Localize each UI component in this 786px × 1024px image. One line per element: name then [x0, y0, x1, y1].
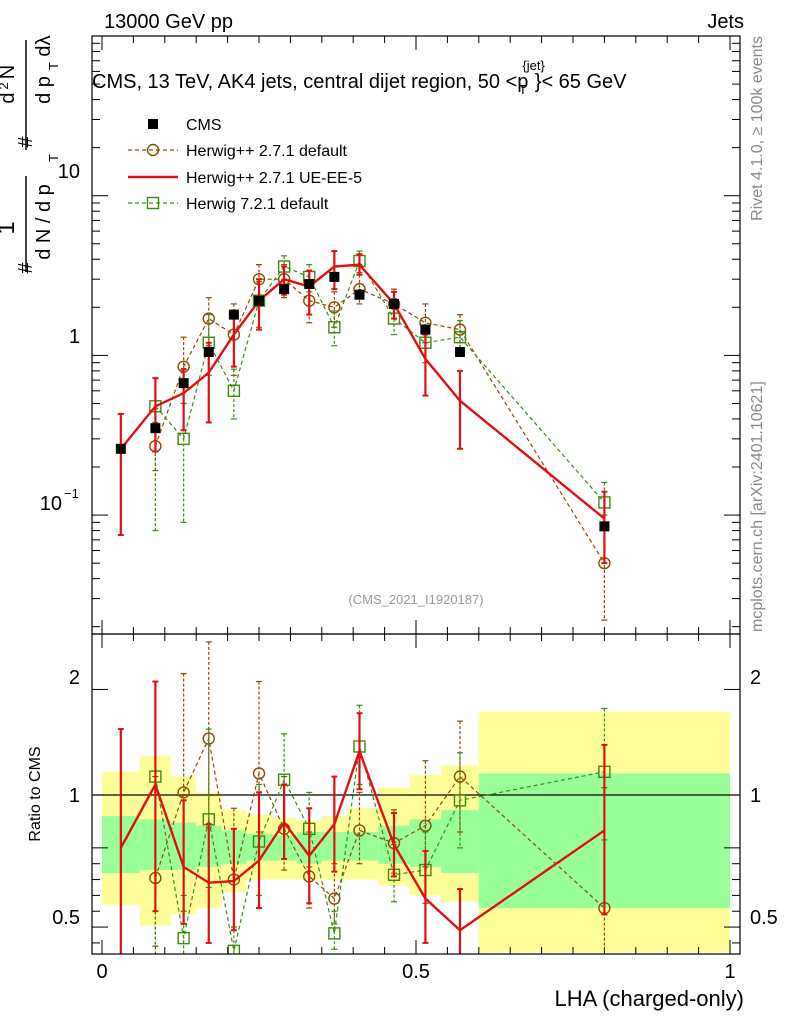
- ratio-point-herwig7-12: [453, 794, 467, 807]
- main-point-cms-9: [354, 289, 365, 300]
- main-y-axis-label: # 1 d N / d p T # d 2 N d p T dλ: [0, 35, 61, 273]
- ratio-panel-frame: [91, 633, 741, 955]
- main-point-herwig-default-12: [453, 323, 467, 336]
- x-axis-label: LHA (charged-only): [554, 986, 744, 1011]
- main-point-cms-5: [254, 295, 264, 306]
- svg-text:dλ: dλ: [33, 35, 55, 56]
- legend-label-herwig-ue: Herwig++ 2.7.1 UE-EE-5: [186, 170, 362, 187]
- main-point-herwig7-4: [227, 384, 241, 398]
- ratio-point-herwig-default-8: [328, 892, 341, 905]
- main-point-cms-4: [228, 309, 239, 320]
- ratio-point-herwig-default-5: [252, 767, 266, 780]
- svg-text:1: 1: [0, 221, 20, 234]
- side-label-bottom: mcplots.cern.ch [arXiv:2401.10621]: [749, 381, 766, 632]
- side-label-top: Rivet 4.1.0, ≥ 100k events: [749, 36, 766, 221]
- ratio-y-tick-1-left: 1: [69, 785, 80, 807]
- main-point-herwig7-12: [453, 330, 467, 344]
- main-point-herwig7-8: [328, 321, 341, 334]
- ratio-y-tick-2-left: 2: [69, 667, 80, 689]
- ratio-y-tick-2-right: 2: [750, 667, 761, 689]
- legend-marker-herwig-default: [146, 143, 160, 157]
- ratio-y-tick-0.5-left: 0.5: [52, 907, 80, 929]
- main-point-cms-13: [599, 521, 610, 532]
- svg-text:T: T: [46, 62, 61, 70]
- svg-text:d: d: [0, 92, 19, 103]
- svg-text:N: N: [0, 65, 19, 79]
- svg-text:2: 2: [0, 82, 11, 89]
- main-point-cms-2: [178, 378, 189, 389]
- main-point-herwig7-2: [177, 432, 190, 446]
- ratio-y-tick-0.5-right: 0.5: [750, 907, 778, 929]
- ratio-y-axis-label: Ratio to CMS: [27, 746, 44, 841]
- legend-label-cms: CMS: [186, 117, 222, 134]
- analysis-watermark: (CMS_2021_I1920187): [348, 592, 483, 607]
- ratio-y-tick-1-right: 1: [750, 785, 761, 807]
- legend: CMS Herwig++ 2.7.1 default Herwig++ 2.7.…: [128, 117, 362, 213]
- legend-marker-cms: [148, 119, 158, 129]
- svg-text:T: T: [46, 154, 61, 162]
- chart-title: CMS, 13 TeV, AK4 jets, central dijet reg…: [92, 58, 627, 97]
- main-point-cms-0: [115, 443, 126, 454]
- ratio-point-herwig7-4: [227, 944, 241, 954]
- axis-ticks: [92, 36, 740, 954]
- main-point-cms-8: [329, 271, 340, 282]
- legend-label-herwig7: Herwig 7.2.1 default: [186, 196, 329, 213]
- y-tick-label-0.1: 10: [40, 493, 62, 515]
- ratio-point-herwig-default-9: [353, 824, 366, 837]
- main-point-cms-3: [203, 346, 214, 357]
- main-point-cms-7: [304, 278, 315, 289]
- main-line-herwig-default: [154, 278, 605, 564]
- ratio-point-herwig-default-11: [419, 819, 432, 832]
- tick-labels: 10 1 10 −1 2 1 0.5 2 1 0.5 0 0.5 1: [40, 161, 778, 983]
- ratio-point-herwig7-8: [328, 927, 341, 940]
- ratio-uncertainty-bands: [102, 711, 730, 953]
- main-point-herwig-default-3: [202, 312, 215, 325]
- band-inner-9: [346, 832, 379, 861]
- x-tick-label-0.5: 0.5: [402, 961, 430, 983]
- svg-text:d N / d p: d N / d p: [33, 184, 55, 260]
- main-point-cms-10: [389, 298, 400, 309]
- x-tick-label-1: 1: [724, 961, 735, 983]
- ratio-line-herwig-ue: [119, 747, 606, 932]
- y-tick-label-10: 10: [58, 161, 80, 183]
- main-line-herwig7: [154, 259, 605, 503]
- ratio-point-herwig7-2: [177, 931, 190, 945]
- main-point-cms-1: [150, 423, 161, 434]
- y-tick-label-1: 1: [69, 326, 80, 348]
- header-left-label: 13000 GeV pp: [104, 11, 233, 33]
- main-line-herwig-ue: [119, 263, 606, 520]
- x-tick-label-0: 0: [96, 961, 107, 983]
- y-tick-label-0.1-exponent: −1: [64, 486, 79, 501]
- ratio-point-herwig-default-2: [177, 786, 190, 799]
- header-right-label: Jets: [707, 11, 744, 33]
- main-point-cms-6: [279, 284, 290, 295]
- main-point-cms-12: [454, 346, 465, 357]
- ratio-point-herwig-default-12: [453, 770, 467, 783]
- main-panel-series: [115, 250, 611, 621]
- legend-marker-herwig7: [146, 196, 160, 210]
- main-point-cms-11: [420, 324, 431, 335]
- ratio-panel-series: [117, 641, 611, 954]
- legend-label-herwig-default: Herwig++ 2.7.1 default: [186, 143, 348, 160]
- svg-text:d p: d p: [33, 76, 55, 104]
